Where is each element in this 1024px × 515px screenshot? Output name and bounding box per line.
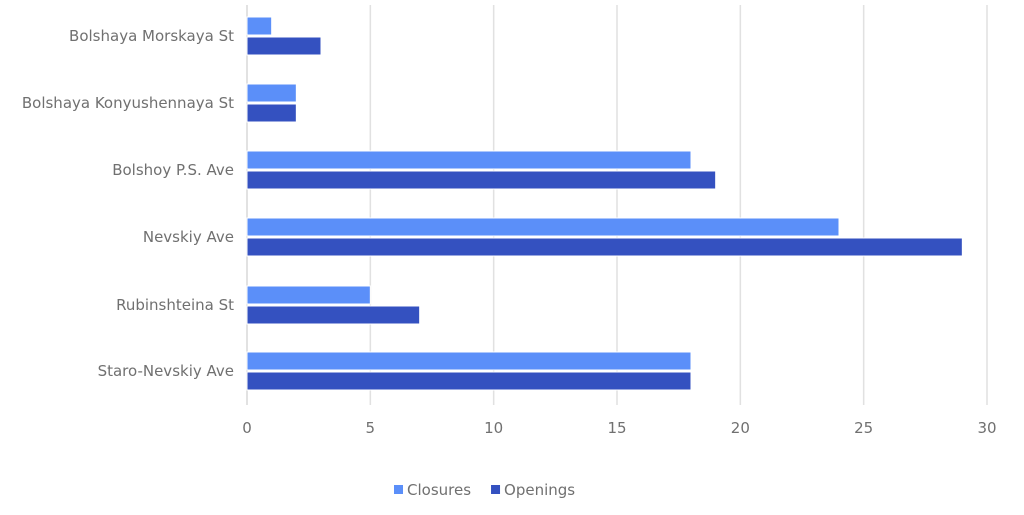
x-tick-label: 10: [484, 419, 503, 437]
bar-closures-0: [246, 16, 273, 36]
bars: [246, 16, 963, 391]
legend-swatch-openings: [491, 485, 501, 494]
category-label: Bolshaya Morskaya St: [69, 27, 234, 45]
category-label: Bolshoy P.S. Ave: [112, 161, 234, 179]
x-tick-label: 30: [977, 419, 996, 437]
bar-openings-3: [246, 237, 963, 257]
category-label: Nevskiy Ave: [143, 228, 234, 246]
x-tick-label: 15: [607, 419, 626, 437]
bar-closures-3: [246, 217, 840, 237]
bar-openings-4: [246, 305, 421, 325]
category-label: Staro-Nevskiy Ave: [98, 362, 234, 380]
category-labels: Bolshaya Morskaya St Bolshaya Konyushenna…: [22, 27, 234, 380]
x-tick-label: 20: [731, 419, 750, 437]
x-axis-tick-labels: 0 5 10 15 20 25 30: [242, 419, 996, 437]
legend-swatch-closures: [394, 485, 403, 494]
legend-label-closures: Closures: [407, 481, 471, 499]
category-label: Bolshaya Konyushennaya St: [22, 94, 234, 112]
bar-openings-5: [246, 371, 692, 391]
x-tick-label: 25: [854, 419, 873, 437]
bar-openings-1: [246, 103, 297, 123]
bar-openings-0: [246, 36, 322, 56]
bar-closures-5: [246, 351, 692, 371]
bar-closures-4: [246, 285, 371, 305]
legend: Closures Openings: [394, 481, 575, 499]
bar-openings-2: [246, 170, 717, 190]
gridlines: [246, 5, 988, 405]
x-tick-label: 5: [366, 419, 376, 437]
x-tick-label: 0: [242, 419, 252, 437]
bar-closures-2: [246, 150, 692, 170]
legend-label-openings: Openings: [504, 481, 575, 499]
bar-closures-1: [246, 83, 297, 103]
category-label: Rubinshteina St: [116, 296, 234, 314]
